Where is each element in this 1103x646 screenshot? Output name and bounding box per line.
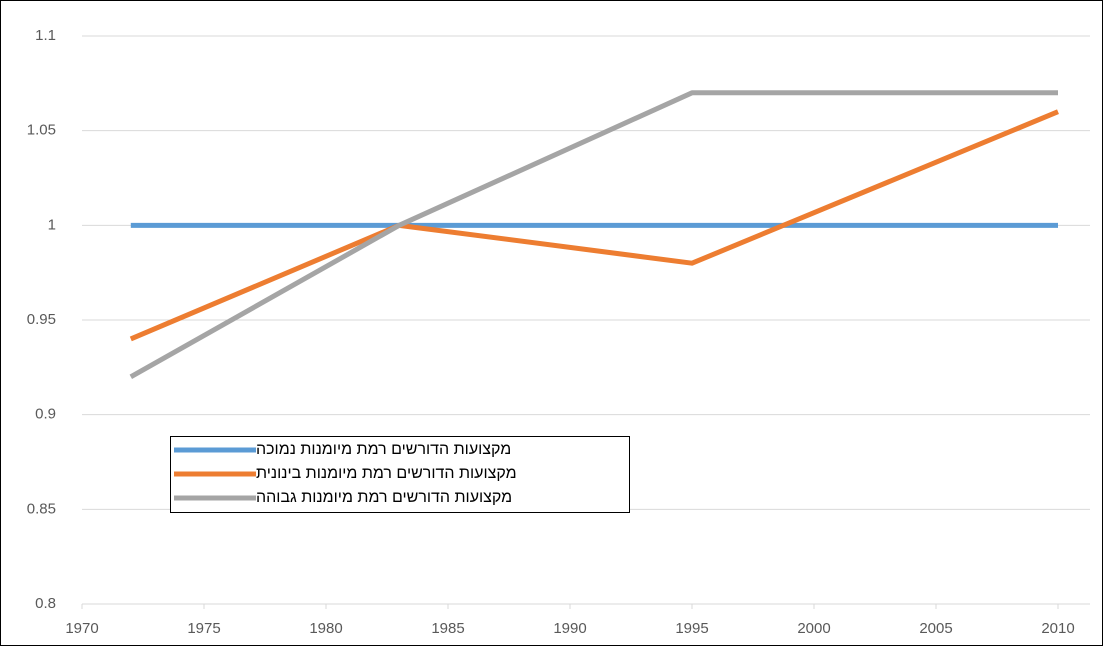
y-tick-label: 1 [48, 216, 56, 233]
y-tick-label: 1.05 [27, 122, 56, 139]
y-tick-label: 0.85 [27, 500, 56, 517]
x-tick-label: 1970 [65, 620, 98, 637]
x-tick-label: 1990 [553, 620, 586, 637]
legend-label: מקצועות הדורשים רמת מיומנות בינונית [256, 465, 517, 482]
y-tick-label: 0.95 [27, 311, 56, 328]
y-tick-label: 0.8 [35, 595, 56, 612]
legend: מקצועות הדורשים רמת מיומנות נמוכה מקצועות… [170, 436, 630, 513]
series-line [129, 90, 1058, 379]
x-tick-label: 2000 [797, 620, 830, 637]
legend-label: מקצועות הדורשים רמת מיומנות גבוהה [256, 489, 512, 506]
series-line [129, 109, 1059, 342]
x-tick-label: 1980 [309, 620, 342, 637]
x-tick-label: 1995 [675, 620, 708, 637]
y-tick-label: 1.1 [35, 27, 56, 44]
x-tick-label: 2010 [1041, 620, 1074, 637]
x-tick-label: 1975 [187, 620, 220, 637]
y-tick-label: 0.9 [35, 406, 56, 423]
legend-label: מקצועות הדורשים רמת מיומנות נמוכה [256, 441, 511, 458]
x-tick-label: 1985 [431, 620, 464, 637]
x-tick-label: 2005 [919, 620, 952, 637]
